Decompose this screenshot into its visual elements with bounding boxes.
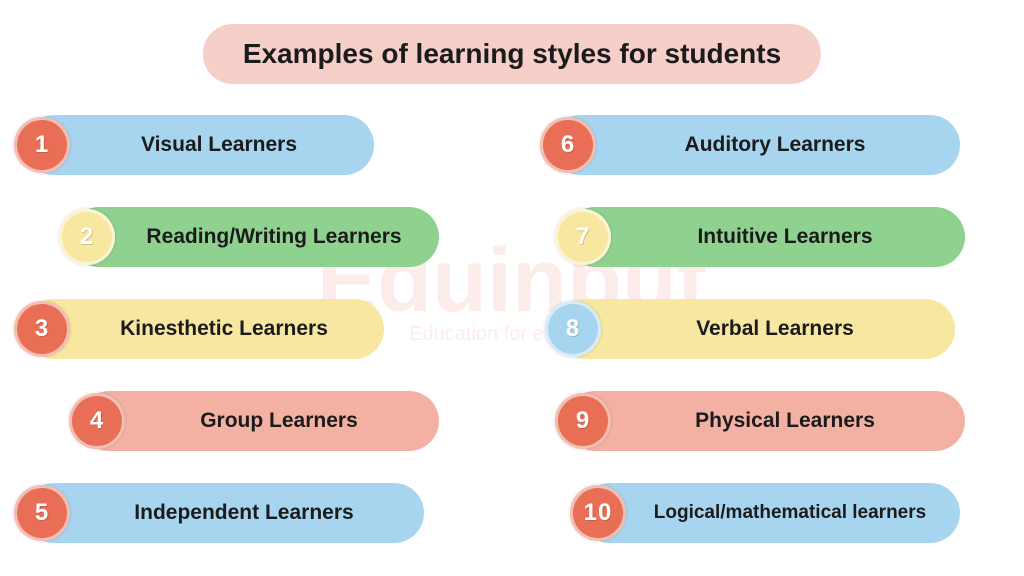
item-pill: Group Learners — [79, 391, 439, 451]
number-badge: 6 — [540, 117, 596, 173]
item-pill: Independent Learners — [24, 483, 424, 543]
item-label: Verbal Learners — [696, 317, 854, 341]
item-pill: Verbal Learners — [555, 299, 955, 359]
item-pill: Intuitive Learners — [565, 207, 965, 267]
number-badge: 10 — [570, 485, 626, 541]
number-badge: 7 — [555, 209, 611, 265]
left-column: Visual Learners 1 Reading/Writing Learners… — [24, 110, 484, 548]
item-label: Auditory Learners — [685, 133, 866, 157]
list-item: Logical/mathematical learners 10 — [540, 478, 1000, 548]
item-label: Intuitive Learners — [697, 225, 872, 249]
columns: Visual Learners 1 Reading/Writing Learners… — [0, 110, 1024, 548]
item-pill: Auditory Learners — [550, 115, 960, 175]
number-badge: 8 — [545, 301, 601, 357]
number-label: 2 — [80, 223, 94, 251]
item-label: Group Learners — [200, 409, 358, 433]
number-label: 5 — [35, 499, 49, 527]
number-badge: 3 — [14, 301, 70, 357]
number-label: 3 — [35, 315, 49, 343]
number-label: 4 — [90, 407, 104, 435]
item-label: Visual Learners — [141, 133, 297, 157]
number-badge: 4 — [69, 393, 125, 449]
number-label: 8 — [566, 315, 580, 343]
right-column: Auditory Learners 6 Intuitive Learners 7 Ver… — [540, 110, 1000, 548]
list-item: Independent Learners 5 — [24, 478, 484, 548]
item-label: Logical/mathematical learners — [654, 503, 926, 524]
item-label: Reading/Writing Learners — [146, 225, 401, 249]
number-badge: 2 — [59, 209, 115, 265]
number-badge: 1 — [14, 117, 70, 173]
item-pill: Physical Learners — [565, 391, 965, 451]
item-label: Physical Learners — [695, 409, 875, 433]
list-item: Group Learners 4 — [24, 386, 484, 456]
number-label: 1 — [35, 131, 49, 159]
list-item: Verbal Learners 8 — [540, 294, 1000, 364]
list-item: Physical Learners 9 — [540, 386, 1000, 456]
item-pill: Reading/Writing Learners — [69, 207, 439, 267]
number-label: 7 — [576, 223, 590, 251]
item-pill: Kinesthetic Learners — [24, 299, 384, 359]
list-item: Kinesthetic Learners 3 — [24, 294, 484, 364]
list-item: Reading/Writing Learners 2 — [24, 202, 484, 272]
number-badge: 9 — [555, 393, 611, 449]
page-title: Examples of learning styles for students — [203, 24, 821, 84]
number-label: 9 — [576, 407, 590, 435]
item-pill: Logical/mathematical learners — [580, 483, 960, 543]
number-badge: 5 — [14, 485, 70, 541]
item-pill: Visual Learners — [24, 115, 374, 175]
list-item: Intuitive Learners 7 — [540, 202, 1000, 272]
item-label: Kinesthetic Learners — [120, 317, 328, 341]
list-item: Visual Learners 1 — [24, 110, 484, 180]
number-label: 6 — [561, 131, 575, 159]
list-item: Auditory Learners 6 — [540, 110, 1000, 180]
number-label: 10 — [584, 499, 613, 527]
item-label: Independent Learners — [134, 501, 353, 525]
